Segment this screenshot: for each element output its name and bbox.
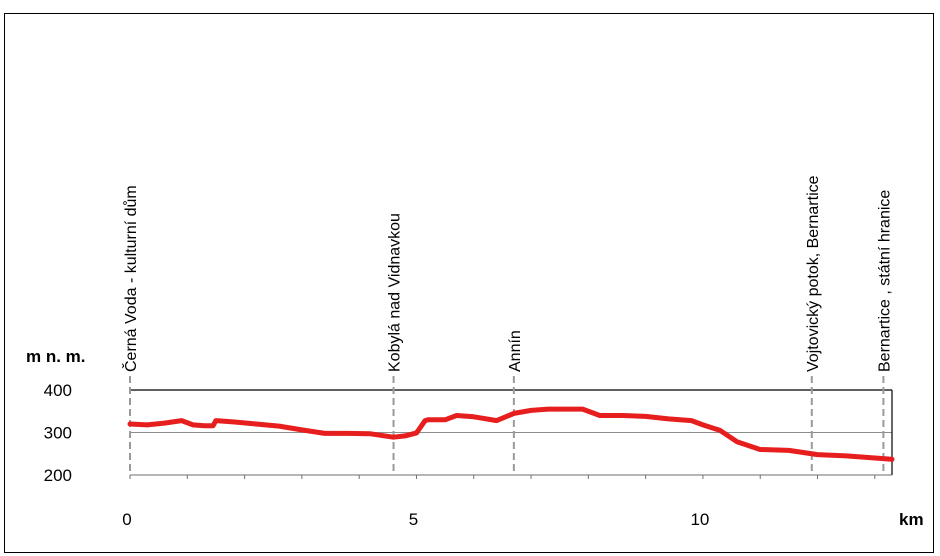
waypoint-label: Bernartice , státní hranice xyxy=(876,190,893,372)
chart-frame: 0 5 10 200 300 400 Černá Voda - kulturní dům… xyxy=(4,13,934,553)
elevation-line xyxy=(127,406,895,462)
y-tick-label: 200 xyxy=(44,466,72,485)
y-axis: 200 300 400 xyxy=(44,381,72,485)
y-tick-label: 400 xyxy=(44,381,72,400)
grid xyxy=(130,389,893,476)
x-tick-label: 0 xyxy=(122,510,131,529)
y-tick-label: 300 xyxy=(44,424,72,443)
x-tick-label: 5 xyxy=(409,510,418,529)
waypoint-label: Černá Voda - kulturní dům xyxy=(121,185,140,372)
x-axis-label: km xyxy=(899,510,924,529)
elevation-profile-chart: 0 5 10 200 300 400 Černá Voda - kulturní dům… xyxy=(26,175,924,529)
x-tick-label: 10 xyxy=(690,510,709,529)
waypoint-label: Annín xyxy=(507,330,524,372)
waypoint-label: Kobylá nad Vidnavkou xyxy=(387,213,404,372)
x-axis: 0 5 10 xyxy=(122,475,876,529)
elevation-series xyxy=(127,406,895,462)
y-axis-label: m n. m. xyxy=(26,347,86,366)
waypoint-label: Vojtovický potok, Bernartice xyxy=(805,175,822,372)
waypoint-markers: Černá Voda - kulturní dům Kobylá nad Vidn… xyxy=(121,175,893,471)
